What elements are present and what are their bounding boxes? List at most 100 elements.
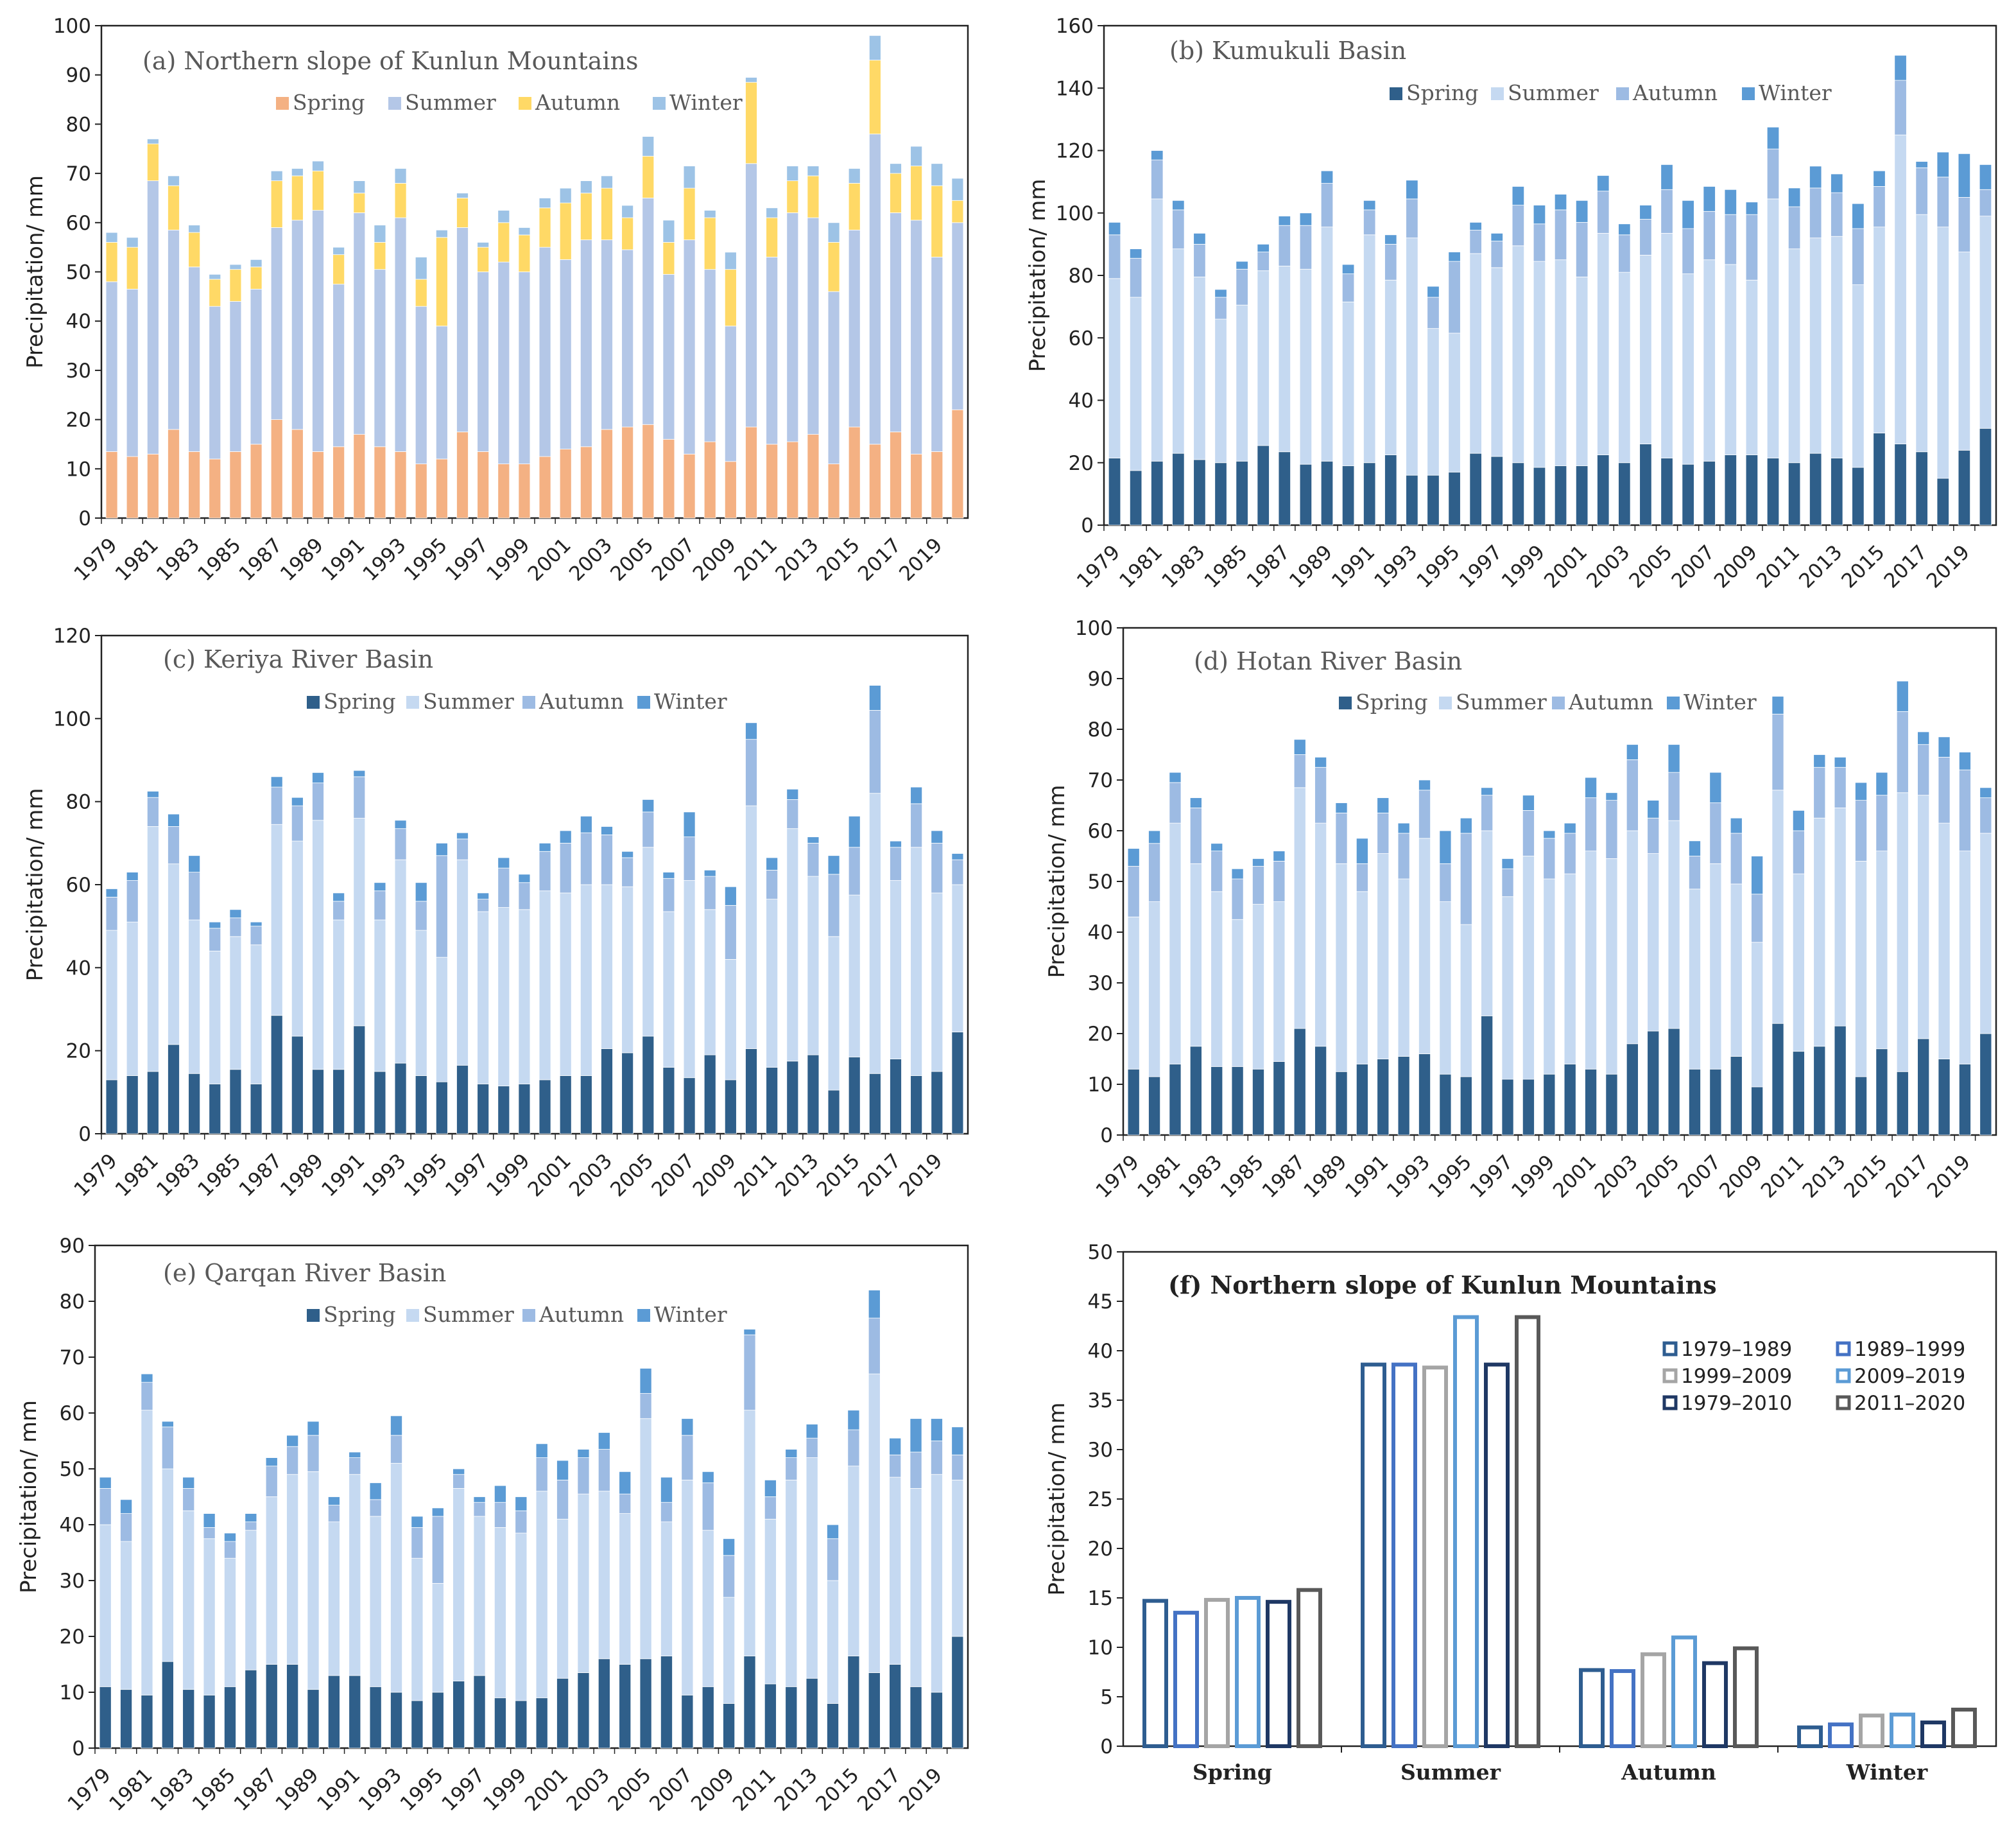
bar-segment-autumn: [1533, 223, 1546, 262]
bar-segment-summer: [1575, 277, 1589, 467]
x-tick-label: 2007: [647, 533, 699, 585]
bar-segment-autumn: [1979, 189, 1992, 217]
bar-segment-autumn: [456, 838, 469, 860]
bar-segment-summer: [639, 1418, 652, 1660]
bar-segment-summer: [168, 229, 180, 430]
bar-segment-summer: [99, 1524, 112, 1687]
bar-segment-autumn: [848, 847, 861, 896]
bar-segment-autumn: [1490, 241, 1503, 268]
bar-summer-3: [1453, 1315, 1479, 1748]
bar-autumn-4: [1702, 1661, 1728, 1748]
bar-segment-spring: [312, 451, 324, 519]
y-tick-label: 90: [60, 1235, 85, 1258]
bar-segment-summer: [1533, 261, 1546, 468]
bar-segment-winter: [1958, 153, 1971, 198]
legend-label-winter: Winter: [1759, 80, 1832, 105]
bar-winter-0: [1797, 1725, 1823, 1748]
bar-segment-winter: [662, 872, 675, 879]
bar-segment-summer: [909, 1488, 922, 1687]
bar-segment-summer: [431, 1582, 444, 1693]
bar-segment-summer: [394, 859, 407, 1064]
bar-segment-summer: [390, 1462, 402, 1693]
bar-segment-summer: [786, 212, 799, 442]
bar-segment-summer: [182, 1510, 195, 1690]
bar-segment-summer: [930, 1474, 943, 1693]
bar-segment-autumn: [1709, 802, 1722, 864]
bar-segment-winter: [1210, 843, 1223, 851]
bar-spring-5: [1297, 1588, 1322, 1748]
bar-segment-winter: [477, 242, 490, 248]
bar-segment-spring: [1575, 465, 1589, 526]
bar-segment-spring: [1585, 1068, 1598, 1136]
bar-segment-spring: [1894, 444, 1907, 526]
bar-segment-summer: [1460, 924, 1472, 1077]
bar-segment-spring: [1709, 1068, 1722, 1136]
bar-segment-winter: [353, 770, 366, 777]
x-tick-label: 1995: [396, 1764, 448, 1816]
bar-segment-winter: [619, 1471, 632, 1495]
bar-segment-spring: [889, 1664, 902, 1749]
panel-title: (d) Hotan River Basin: [1194, 647, 1462, 675]
bar-segment-winter: [1299, 212, 1313, 226]
bar-segment-spring: [1936, 478, 1949, 526]
bar-segment-spring: [1236, 460, 1248, 526]
bar-segment-summer: [1771, 790, 1784, 1024]
legend-label-spring: Spring: [323, 1302, 395, 1327]
bar-segment-summer: [848, 229, 861, 428]
bar-segment-winter: [250, 259, 263, 268]
bar-segment-spring: [1490, 456, 1503, 526]
bar-segment-autumn: [327, 1505, 340, 1523]
x-tick-label: 2019: [1923, 1150, 1975, 1202]
bar-segment-summer: [1894, 134, 1907, 444]
bar-segment-summer: [723, 1597, 736, 1704]
bar-segment-winter: [890, 163, 902, 174]
bar-segment-summer: [250, 288, 263, 445]
y-tick-label: 45: [1088, 1290, 1113, 1313]
bar-segment-summer: [270, 227, 283, 420]
bar-segment-spring: [1647, 1030, 1660, 1136]
bar-segment-summer: [910, 220, 923, 455]
bar-segment-summer: [766, 899, 779, 1068]
bar-segment-summer: [494, 1527, 506, 1699]
bar-segment-summer: [497, 261, 510, 465]
bar-segment-autumn: [435, 855, 448, 958]
bar-segment-autumn: [556, 1479, 569, 1520]
bar-segment-autumn: [702, 1482, 714, 1531]
y-tick-label: 20: [60, 1625, 85, 1649]
legend-label-autumn: Autumn: [535, 90, 620, 115]
x-tick-label: 2005: [1632, 1150, 1684, 1202]
bar-segment-spring: [683, 1077, 696, 1134]
y-tick-label: 100: [53, 15, 91, 38]
bar-segment-winter: [1703, 186, 1716, 212]
bar-segment-winter: [723, 1538, 736, 1556]
bar-segment-spring: [1979, 428, 1992, 526]
bar-segment-spring: [229, 1069, 242, 1134]
bar-segment-winter: [890, 840, 902, 848]
x-tick-label: 1999: [482, 1149, 534, 1201]
bar-segment-summer: [353, 212, 366, 435]
bar-segment-summer: [120, 1541, 133, 1690]
bar-segment-winter: [621, 205, 634, 218]
bar-segment-summer: [1356, 891, 1368, 1064]
bar-segment-summer: [621, 886, 634, 1053]
bar-segment-winter: [497, 210, 510, 223]
bar-segment-autumn: [1257, 252, 1270, 272]
bar-segment-winter: [1639, 205, 1652, 220]
bar-segment-summer: [415, 930, 427, 1076]
bar-segment-autumn: [374, 890, 386, 921]
bar-segment-autumn: [1151, 159, 1164, 200]
bar-segment-autumn: [1875, 795, 1888, 851]
bar-segment-winter: [1397, 822, 1410, 834]
legend-swatch-spring: [307, 696, 320, 709]
bar-segment-summer: [209, 951, 221, 1084]
bar-segment-autumn: [621, 217, 634, 250]
bar-segment-winter: [327, 1496, 340, 1505]
bar-segment-winter: [415, 257, 427, 280]
bar-segment-winter: [868, 1290, 881, 1319]
bar-segment-spring: [411, 1700, 424, 1749]
bar-segment-winter: [431, 1507, 444, 1517]
bar-segment-summer: [497, 907, 510, 1087]
bar-segment-winter: [580, 815, 592, 833]
y-tick-label: 30: [66, 360, 91, 383]
bar-segment-autumn: [868, 60, 881, 135]
